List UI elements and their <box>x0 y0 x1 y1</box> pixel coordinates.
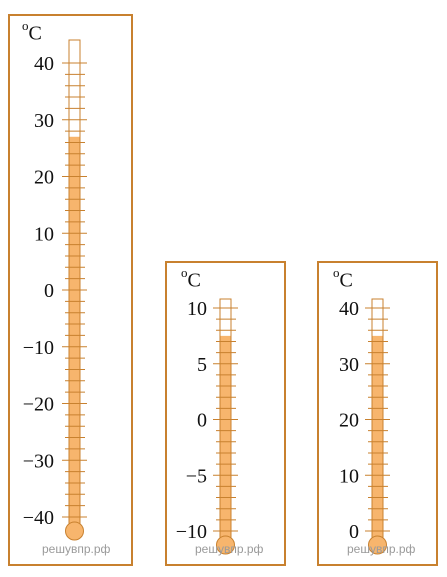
tick-label: 0 <box>197 410 207 432</box>
thermometer-scale: 40 30 20 10 0 <box>339 298 390 555</box>
tick-label: 10 <box>187 298 207 320</box>
thermometer-2: oC 10 5 0 −5 −10 решувпр.рф <box>165 261 286 566</box>
mercury-column <box>69 136 80 531</box>
unit-label: oC <box>22 18 42 45</box>
mercury-column <box>220 335 231 545</box>
tick-label: −20 <box>23 394 54 416</box>
tick-label: −40 <box>23 507 54 529</box>
tick-label: −5 <box>186 465 207 487</box>
mercury-column <box>372 335 383 545</box>
thermometer-scale: 10 5 0 −5 −10 <box>176 298 238 555</box>
tick-label: 10 <box>339 465 359 487</box>
tick-label: 0 <box>349 521 359 543</box>
tick-label: 40 <box>34 53 54 75</box>
thermometer-scale: 40 30 20 10 0 −10 −20 −30 −40 <box>23 39 87 541</box>
tick-label: −30 <box>23 450 54 472</box>
tick-label: 20 <box>34 167 54 189</box>
tick-label: 5 <box>197 354 207 376</box>
tick-label: 0 <box>44 280 54 302</box>
watermark: решувпр.рф <box>347 542 416 556</box>
tick-label: 40 <box>339 298 359 320</box>
watermark: решувпр.рф <box>195 542 264 556</box>
tick-label: 20 <box>339 410 359 432</box>
thermometer-bulb <box>65 521 84 541</box>
unit-label: oC <box>181 265 201 292</box>
thermometer-3: oC 40 30 20 10 0 решувпр.рф <box>317 261 438 566</box>
tick-label: 30 <box>339 354 359 376</box>
watermark: решувпр.рф <box>42 542 111 556</box>
thermometer-bulb <box>368 535 387 555</box>
tick-label: −10 <box>23 337 54 359</box>
tick-label: 10 <box>34 223 54 245</box>
unit-label: oC <box>333 265 353 292</box>
tick-label: 30 <box>34 110 54 132</box>
thermometer-1: oC 40 30 20 10 0 −10 −20 −30 −40 решувпр.рф <box>8 14 133 566</box>
tick-label: −10 <box>176 521 207 543</box>
thermometer-bulb <box>216 535 235 555</box>
